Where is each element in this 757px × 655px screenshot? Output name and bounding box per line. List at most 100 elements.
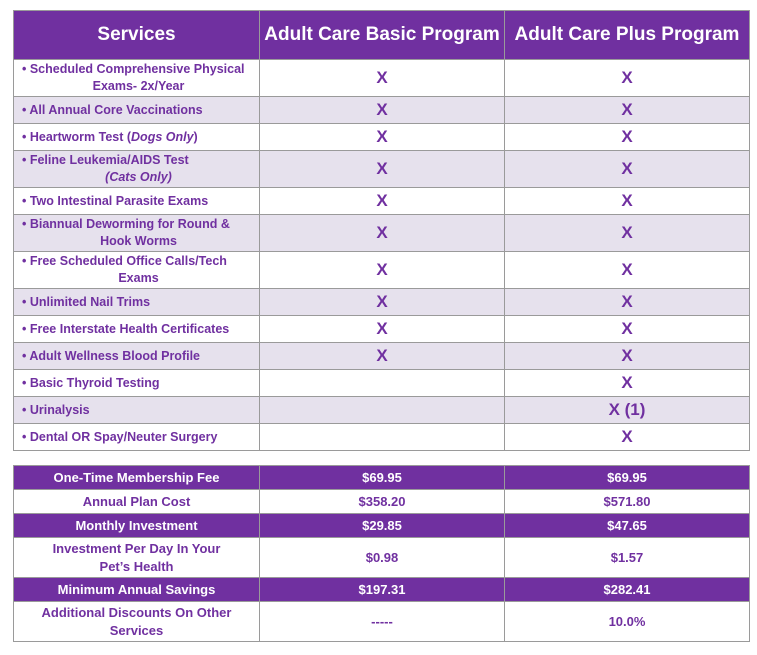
basic-included-mark — [259, 369, 505, 397]
services-comparison-table: Services Adult Care Basic Program Adult … — [13, 10, 750, 451]
pricing-label: Investment Per Day In Your Pet’s Health — [13, 537, 260, 578]
service-label-line: • Basic Thyroid Testing — [22, 375, 160, 390]
basic-included-mark: X — [259, 342, 505, 370]
service-label-line: • Feline Leukemia/AIDS Test — [22, 153, 189, 167]
service-label-line: • Dental OR Spay/Neuter Surgery — [22, 429, 218, 444]
service-row: • Basic Thyroid Testing X — [13, 369, 750, 397]
pricing-table: One-Time Membership Fee $69.95 $69.95 Annua… — [13, 465, 750, 642]
pricing-label: Annual Plan Cost — [13, 489, 260, 514]
service-row: • Scheduled Comprehensive Physical Exams-… — [13, 59, 750, 97]
basic-included-mark: X — [259, 251, 505, 289]
service-row: • All Annual Core Vaccinations X X — [13, 96, 750, 124]
service-label-line: • Heartworm Test (Dogs Only) — [22, 129, 255, 146]
service-row: • Urinalysis X (1) — [13, 396, 750, 424]
basic-included-mark: X — [259, 214, 505, 252]
pricing-label: Minimum Annual Savings — [13, 577, 260, 602]
plus-included-mark: X — [504, 288, 750, 316]
plus-included-mark: X — [504, 96, 750, 124]
service-label-line: (Cats Only) — [105, 170, 172, 184]
service-label-line: • Scheduled Comprehensive Physical — [22, 62, 245, 76]
service-label-line: • Free Scheduled Office Calls/Tech — [22, 254, 227, 268]
plus-price: $47.65 — [504, 513, 750, 538]
basic-price: $69.95 — [259, 465, 505, 490]
basic-program-column-header: Adult Care Basic Program — [259, 10, 505, 60]
service-label-text: • Heartworm Test ( — [22, 129, 132, 144]
service-label-text: ) — [193, 129, 198, 144]
pricing-label: Monthly Investment — [13, 513, 260, 538]
plus-price: $282.41 — [504, 577, 750, 602]
basic-included-mark: X — [259, 59, 505, 97]
service-label-line: • Free Interstate Health Certificates — [22, 321, 230, 336]
service-label-line: • Urinalysis — [22, 402, 90, 417]
pricing-row: Additional Discounts On Other Services --… — [13, 601, 750, 642]
plus-price: $1.57 — [504, 537, 750, 578]
plus-program-column-header: Adult Care Plus Program — [504, 10, 750, 60]
pricing-row: Annual Plan Cost $358.20 $571.80 — [13, 489, 750, 514]
pricing-row: Investment Per Day In Your Pet’s Health $… — [13, 537, 750, 578]
plus-included-mark: X — [504, 342, 750, 370]
pricing-row: One-Time Membership Fee $69.95 $69.95 — [13, 465, 750, 490]
basic-price: $29.85 — [259, 513, 505, 538]
basic-included-mark: X — [259, 315, 505, 343]
plus-included-mark: X (1) — [504, 396, 750, 424]
service-label: • Scheduled Comprehensive Physical Exams-… — [13, 59, 260, 97]
service-label-italic: Dogs Only — [131, 129, 194, 144]
basic-included-mark — [259, 423, 505, 451]
service-row: • Free Interstate Health Certificates X X — [13, 315, 750, 343]
service-label: • Two Intestinal Parasite Exams — [13, 187, 260, 215]
basic-included-mark: X — [259, 187, 505, 215]
basic-included-mark: X — [259, 96, 505, 124]
service-label: • All Annual Core Vaccinations — [13, 96, 260, 124]
basic-included-mark: X — [259, 123, 505, 151]
plus-included-mark: X — [504, 315, 750, 343]
pricing-row: Monthly Investment $29.85 $47.65 — [13, 513, 750, 538]
plus-included-mark: X — [504, 251, 750, 289]
service-label: • Heartworm Test (Dogs Only) — [13, 123, 260, 151]
service-label: • Free Scheduled Office Calls/Tech Exams — [13, 251, 260, 289]
service-label-line: Hook Worms — [100, 234, 177, 248]
service-label: • Basic Thyroid Testing — [13, 369, 260, 397]
basic-price: $358.20 — [259, 489, 505, 514]
service-row: • Two Intestinal Parasite Exams X X — [13, 187, 750, 215]
service-row: • Unlimited Nail Trims X X — [13, 288, 750, 316]
pricing-row: Minimum Annual Savings $197.31 $282.41 — [13, 577, 750, 602]
service-label-line: Exams- 2x/Year — [92, 79, 185, 93]
services-column-header: Services — [13, 10, 260, 60]
plus-included-mark: X — [504, 59, 750, 97]
service-label: • Adult Wellness Blood Profile — [13, 342, 260, 370]
service-row: • Heartworm Test (Dogs Only) X X — [13, 123, 750, 151]
basic-price: ----- — [259, 601, 505, 642]
service-label-line: • Adult Wellness Blood Profile — [22, 348, 201, 363]
basic-included-mark — [259, 396, 505, 424]
service-label: • Feline Leukemia/AIDS Test (Cats Only) — [13, 150, 260, 188]
plus-included-mark: X — [504, 123, 750, 151]
pricing-label: One-Time Membership Fee — [13, 465, 260, 490]
service-label: • Free Interstate Health Certificates — [13, 315, 260, 343]
service-label: • Unlimited Nail Trims — [13, 288, 260, 316]
service-label-line: • Biannual Deworming for Round & — [22, 217, 230, 231]
plus-included-mark: X — [504, 214, 750, 252]
basic-included-mark: X — [259, 288, 505, 316]
plus-price: $571.80 — [504, 489, 750, 514]
basic-included-mark: X — [259, 150, 505, 188]
service-label-line: • Two Intestinal Parasite Exams — [22, 193, 209, 208]
service-label: • Urinalysis — [13, 396, 260, 424]
plus-included-mark: X — [504, 423, 750, 451]
service-label-line: Exams — [118, 271, 159, 285]
plus-included-mark: X — [504, 150, 750, 188]
basic-price: $0.98 — [259, 537, 505, 578]
basic-price: $197.31 — [259, 577, 505, 602]
service-label: • Dental OR Spay/Neuter Surgery — [13, 423, 260, 451]
service-label-line: • Unlimited Nail Trims — [22, 294, 151, 309]
plus-included-mark: X — [504, 369, 750, 397]
service-row: • Dental OR Spay/Neuter Surgery X — [13, 423, 750, 451]
plus-price: 10.0% — [504, 601, 750, 642]
plus-price: $69.95 — [504, 465, 750, 490]
table-header-row: Services Adult Care Basic Program Adult … — [13, 10, 750, 60]
service-row: • Feline Leukemia/AIDS Test (Cats Only) X X — [13, 150, 750, 188]
pricing-label: Additional Discounts On Other Services — [13, 601, 260, 642]
service-row: • Free Scheduled Office Calls/Tech Exams X… — [13, 251, 750, 289]
service-row: • Adult Wellness Blood Profile X X — [13, 342, 750, 370]
plus-included-mark: X — [504, 187, 750, 215]
service-label: • Biannual Deworming for Round & Hook Wor… — [13, 214, 260, 252]
